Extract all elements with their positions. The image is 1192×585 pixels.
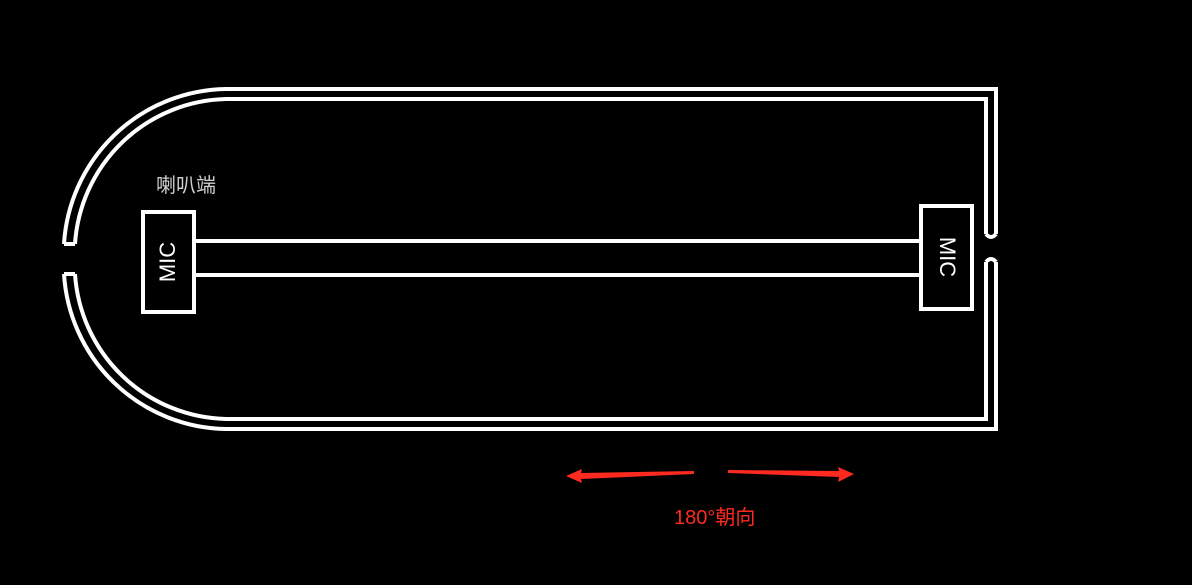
mic-left: MIC [141, 210, 196, 314]
enclosure-outline [62, 87, 998, 431]
arrow-right-icon [728, 467, 854, 482]
enclosure-outer-lower [62, 262, 998, 431]
mic-left-box [141, 210, 196, 314]
direction-label: 180°朝向 [674, 506, 755, 529]
right-gap-cap-bottom [984, 257, 998, 264]
arrow-left-icon [566, 469, 694, 483]
mic-right-box [919, 204, 974, 311]
mic-rail [194, 239, 921, 277]
right-gap-cap-top [984, 232, 998, 239]
direction-arrows [566, 467, 854, 483]
mic-right-label: MIC [935, 237, 960, 277]
enclosure-inner-lower [73, 262, 988, 421]
mic-left-label: MIC [155, 242, 180, 282]
enclosure-outer-upper [62, 87, 998, 245]
mic-right: MIC [919, 204, 974, 311]
speaker-end-label: 喇叭端 [156, 173, 216, 197]
enclosure-inner-upper [73, 97, 988, 245]
